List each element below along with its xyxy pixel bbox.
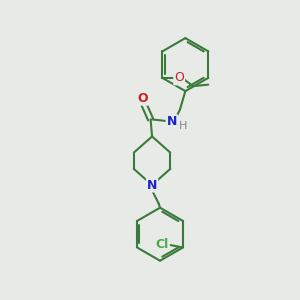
Text: O: O — [174, 71, 184, 84]
Text: Cl: Cl — [155, 238, 168, 251]
Text: N: N — [167, 115, 177, 128]
Text: N: N — [147, 178, 157, 191]
Text: H: H — [179, 121, 187, 131]
Text: O: O — [137, 92, 148, 105]
